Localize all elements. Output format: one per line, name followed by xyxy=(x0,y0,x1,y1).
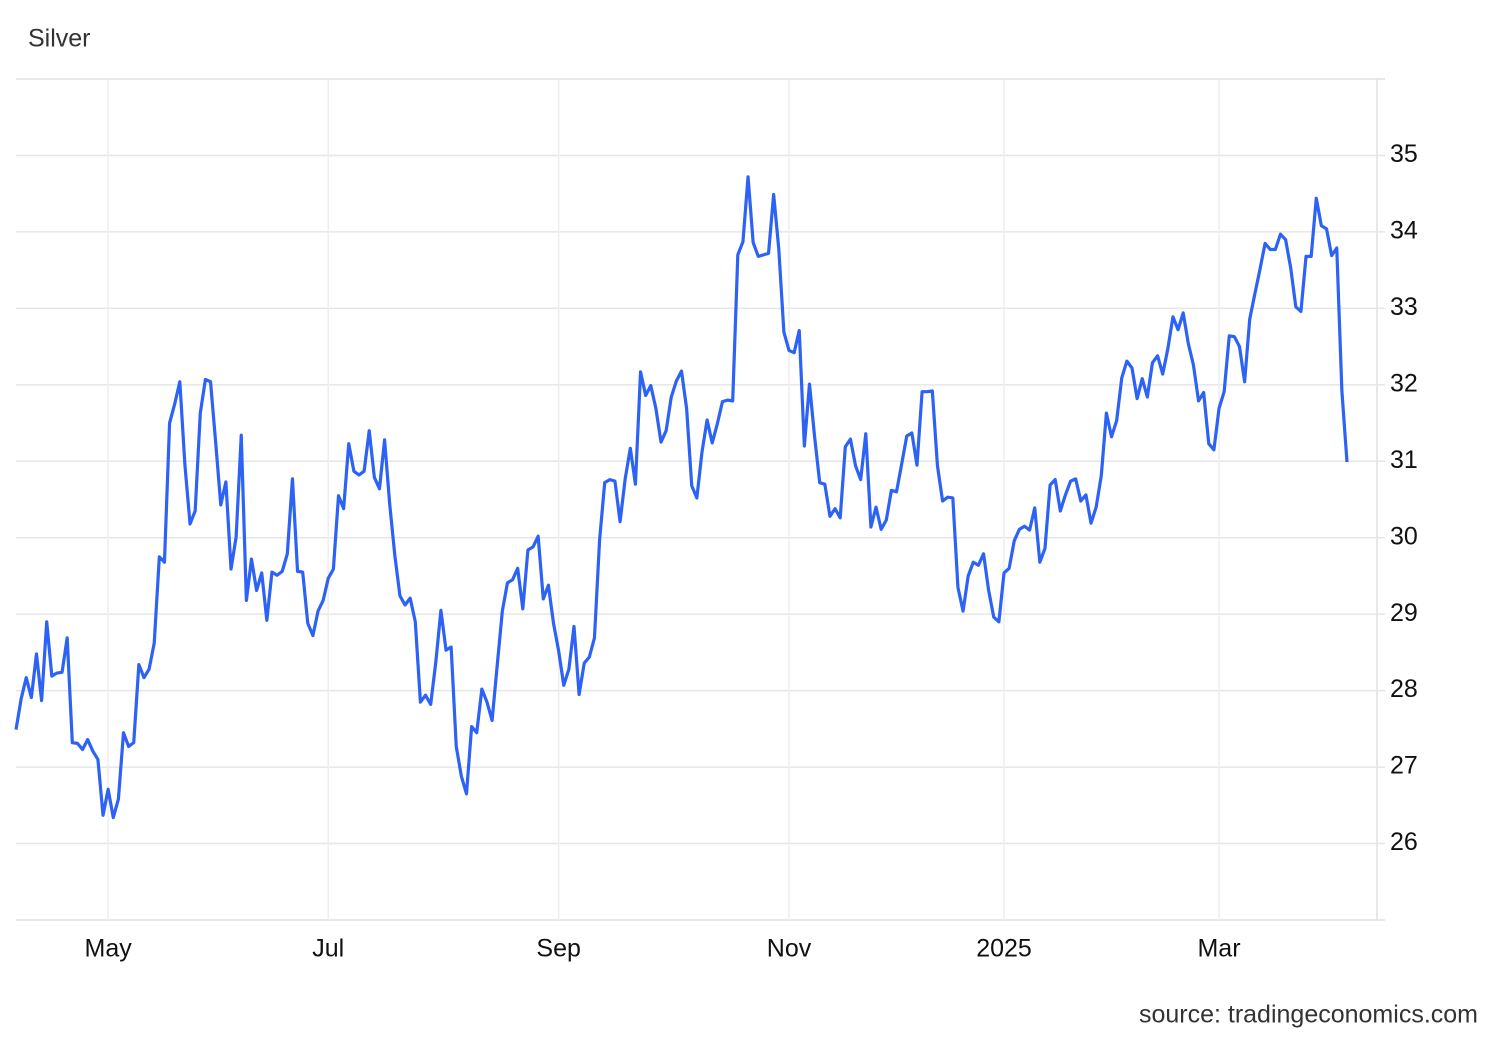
x-tick-label: May xyxy=(85,935,133,963)
y-tick-label: 30 xyxy=(1390,522,1418,550)
y-tick-label: 28 xyxy=(1390,675,1418,703)
x-tick-label: 2025 xyxy=(976,935,1032,963)
y-tick-label: 29 xyxy=(1390,599,1418,627)
source-note: source: tradingeconomics.com xyxy=(1139,1001,1478,1029)
y-tick-label: 32 xyxy=(1390,369,1418,397)
chart-title: Silver xyxy=(28,25,91,53)
x-tick-label: Sep xyxy=(536,935,580,963)
x-tick-label: Jul xyxy=(312,935,344,963)
x-tick-label: Nov xyxy=(767,935,812,963)
y-tick-label: 26 xyxy=(1390,828,1418,856)
y-tick-label: 27 xyxy=(1390,752,1418,780)
price-line xyxy=(14,175,1349,820)
x-tick-label: Mar xyxy=(1197,935,1240,963)
y-tick-label: 33 xyxy=(1390,293,1418,321)
y-tick-label: 34 xyxy=(1390,217,1418,245)
y-tick-label: 31 xyxy=(1390,446,1418,474)
y-tick-label: 35 xyxy=(1390,140,1418,168)
